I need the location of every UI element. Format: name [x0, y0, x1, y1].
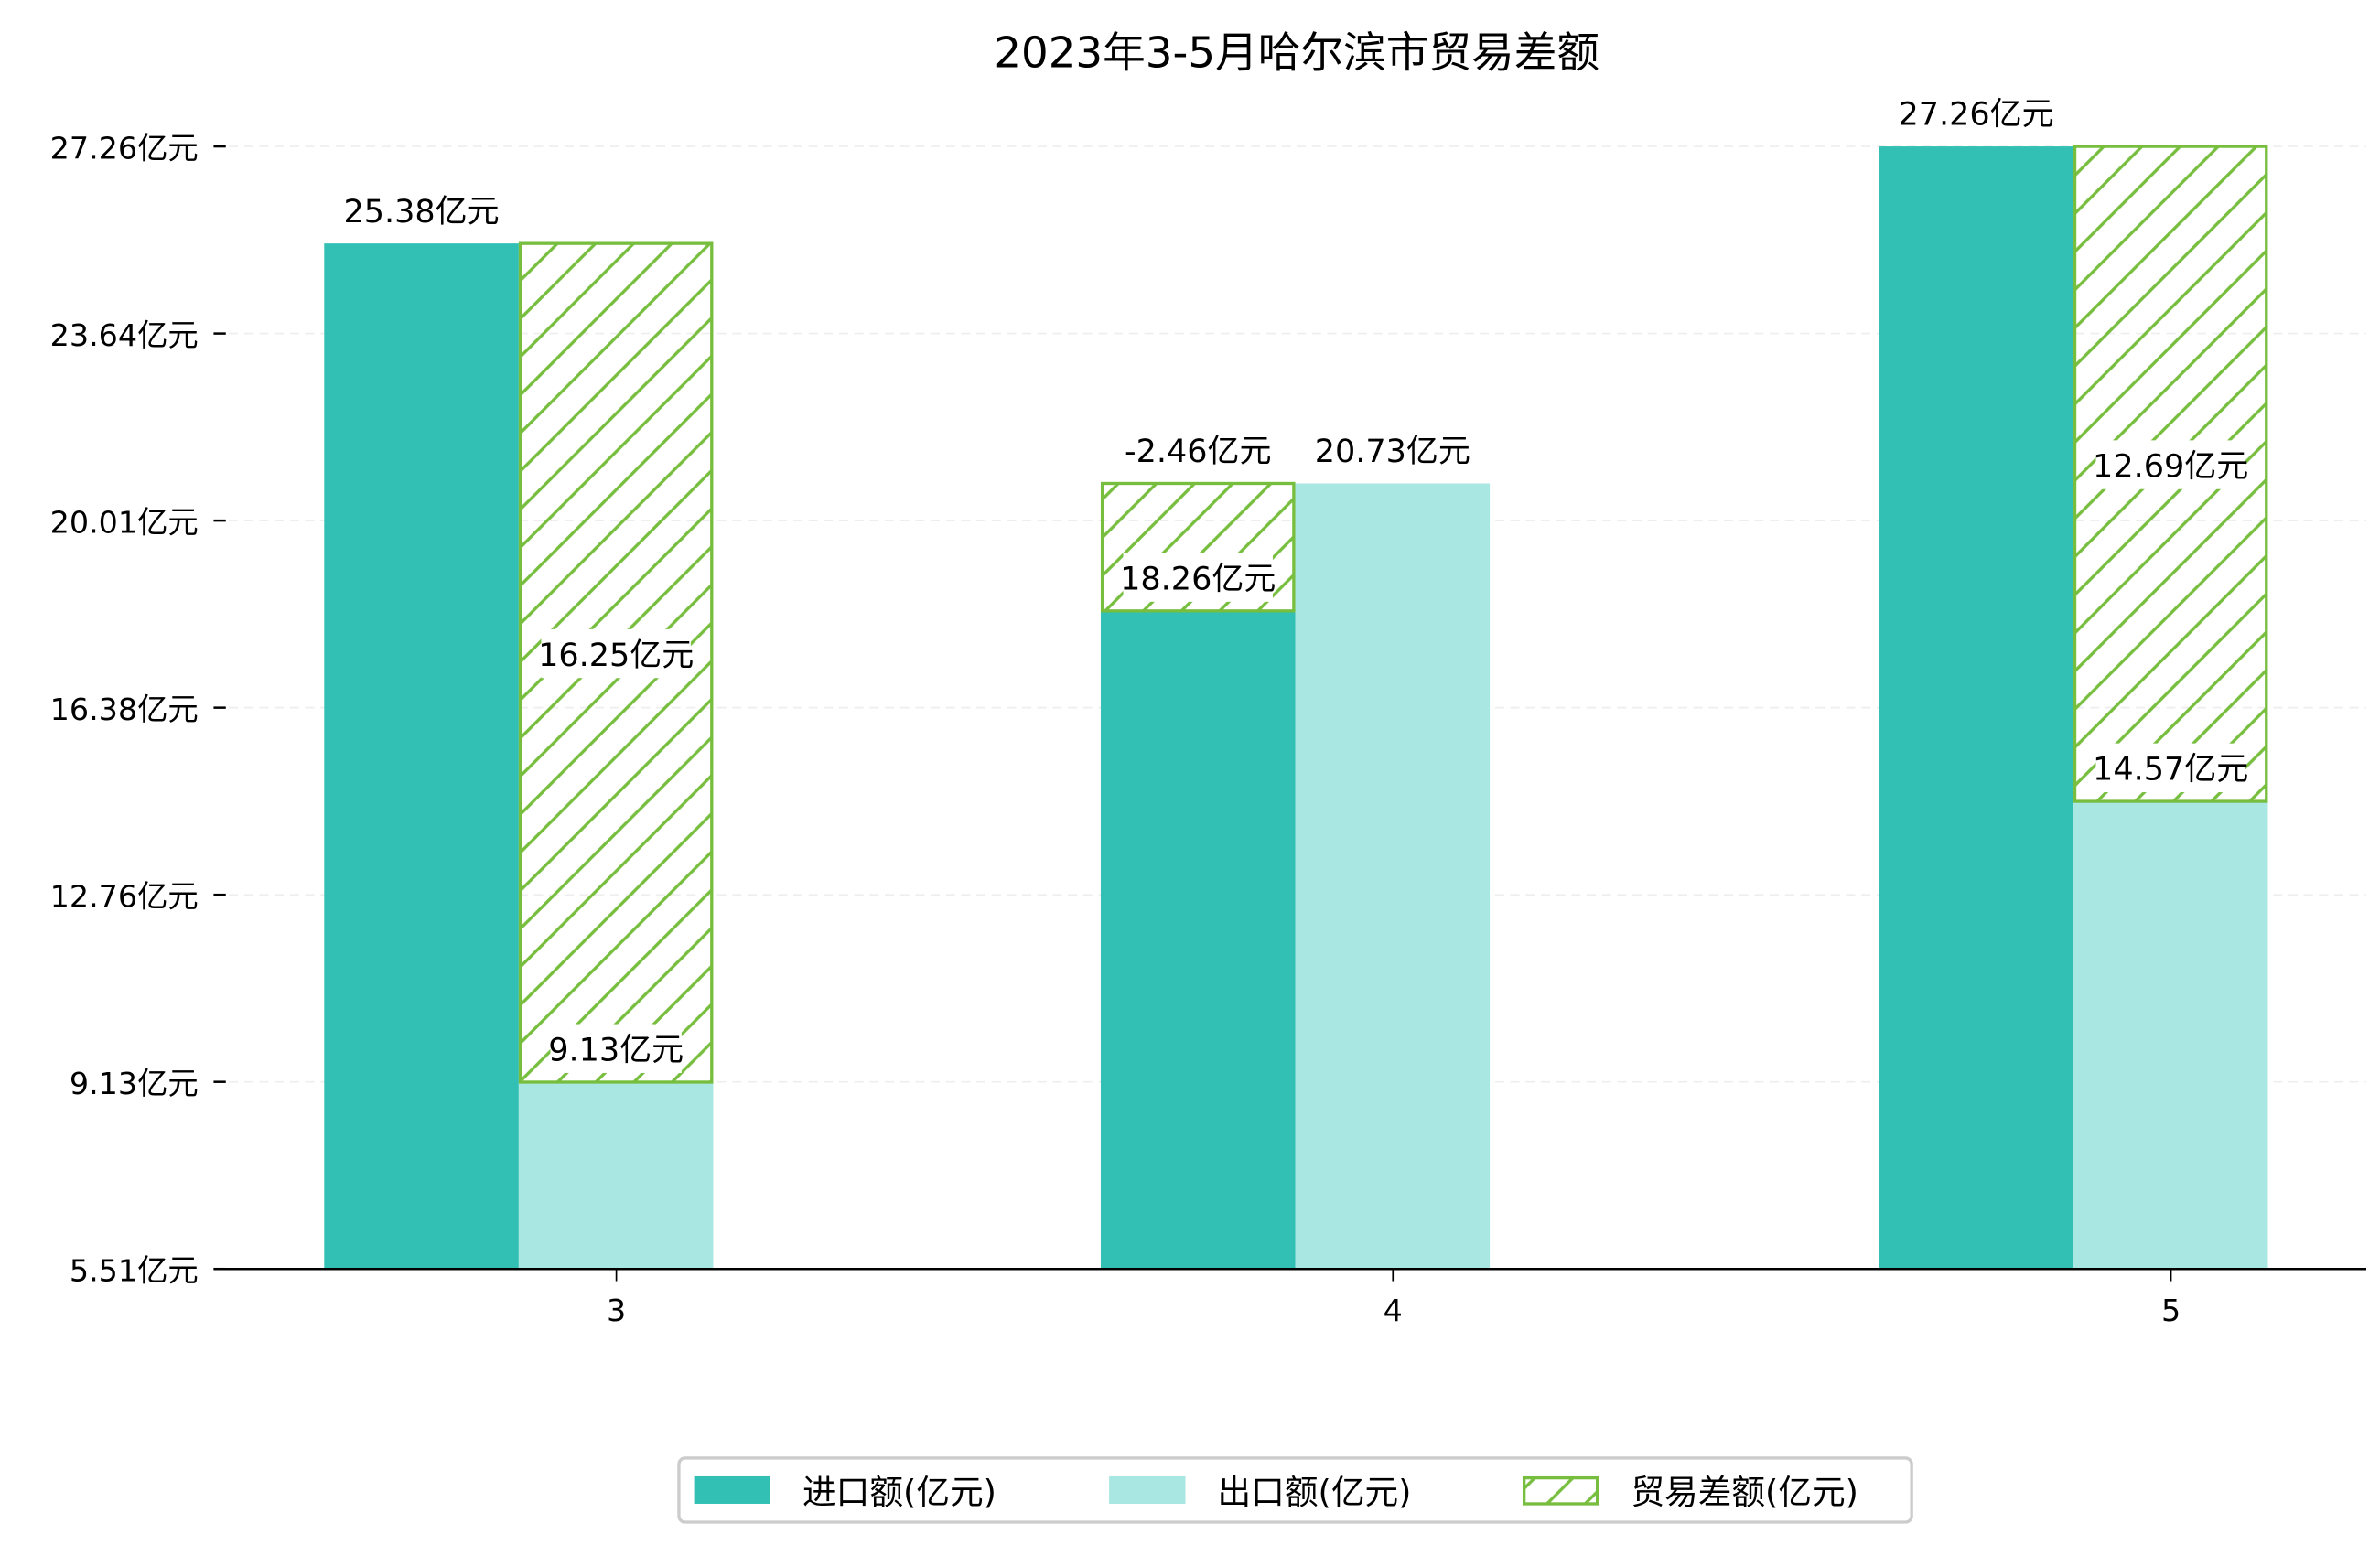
- bar-import: [1100, 610, 1296, 1270]
- data-label-bg: [541, 628, 691, 679]
- legend-swatch: [1109, 1475, 1186, 1504]
- legend-item: 贸易差额(亿元): [1522, 1473, 1858, 1512]
- x-tick-label: 4: [1384, 1293, 1403, 1328]
- data-label-bg: [2095, 440, 2245, 489]
- data-label-text: 14.57亿元: [2093, 752, 2248, 789]
- y-tick-label: 12.76亿元: [50, 879, 199, 915]
- legend-swatch: [694, 1475, 770, 1504]
- data-label: 20.73亿元: [1315, 425, 1470, 475]
- legend-item: 进口额(亿元): [694, 1473, 996, 1512]
- data-label-text: 27.26亿元: [1898, 97, 2053, 134]
- data-label: 14.57亿元: [2093, 743, 2248, 793]
- data-label-bg: [1123, 425, 1273, 475]
- chart-title: 2023年3-5月哈尔滨市贸易差额: [994, 28, 1599, 78]
- data-label-text: 16.25亿元: [538, 638, 694, 674]
- y-tick-label: 16.38亿元: [50, 692, 199, 727]
- data-label-bg: [1318, 425, 1468, 475]
- data-label: 25.38亿元: [343, 185, 500, 235]
- y-tick-label: 27.26亿元: [50, 130, 199, 166]
- data-label: 9.13亿元: [548, 1024, 684, 1073]
- data-label-text: 9.13亿元: [548, 1033, 684, 1069]
- data-label-text: 18.26亿元: [1120, 562, 1276, 598]
- y-tick-label: 20.01亿元: [50, 504, 199, 540]
- data-label-bg: [1901, 88, 2052, 138]
- legend-label: 进口额(亿元): [802, 1473, 996, 1512]
- y-tick-label: 5.51亿元: [70, 1253, 199, 1289]
- bar-import: [1879, 146, 2073, 1270]
- data-label: -2.46亿元: [1123, 425, 1273, 475]
- bar-export: [2073, 801, 2268, 1270]
- legend-label: 出口额(亿元): [1218, 1473, 1412, 1512]
- data-label: 27.26亿元: [1898, 88, 2054, 138]
- bar-export: [1295, 483, 1491, 1270]
- data-label-bg: [1123, 553, 1273, 602]
- legend-swatch: [1522, 1475, 1599, 1506]
- data-label: 18.26亿元: [1120, 553, 1276, 602]
- x-tick-label: 5: [2161, 1293, 2181, 1328]
- data-label-text: 20.73亿元: [1315, 434, 1470, 470]
- legend: 进口额(亿元) 出口额(亿元) 贸易差额(亿元): [677, 1456, 1913, 1524]
- data-label: 12.69亿元: [2093, 440, 2248, 489]
- data-label-bg: [550, 1024, 682, 1073]
- data-label-text: 25.38亿元: [343, 194, 499, 231]
- bar-export: [518, 1081, 714, 1270]
- y-tick-label: 9.13亿元: [70, 1066, 199, 1101]
- data-label-text: 12.69亿元: [2093, 448, 2248, 485]
- data-label-text: -2.46亿元: [1125, 434, 1272, 470]
- data-label: 16.25亿元: [538, 628, 694, 679]
- legend-label: 贸易差额(亿元): [1631, 1473, 1858, 1512]
- data-label-bg: [346, 185, 497, 235]
- y-tick-label: 23.64亿元: [50, 317, 199, 353]
- x-tick-label: 3: [607, 1293, 626, 1328]
- bar-import: [324, 243, 519, 1270]
- data-label-bg: [2095, 743, 2245, 793]
- legend-item: 出口额(亿元): [1109, 1473, 1411, 1512]
